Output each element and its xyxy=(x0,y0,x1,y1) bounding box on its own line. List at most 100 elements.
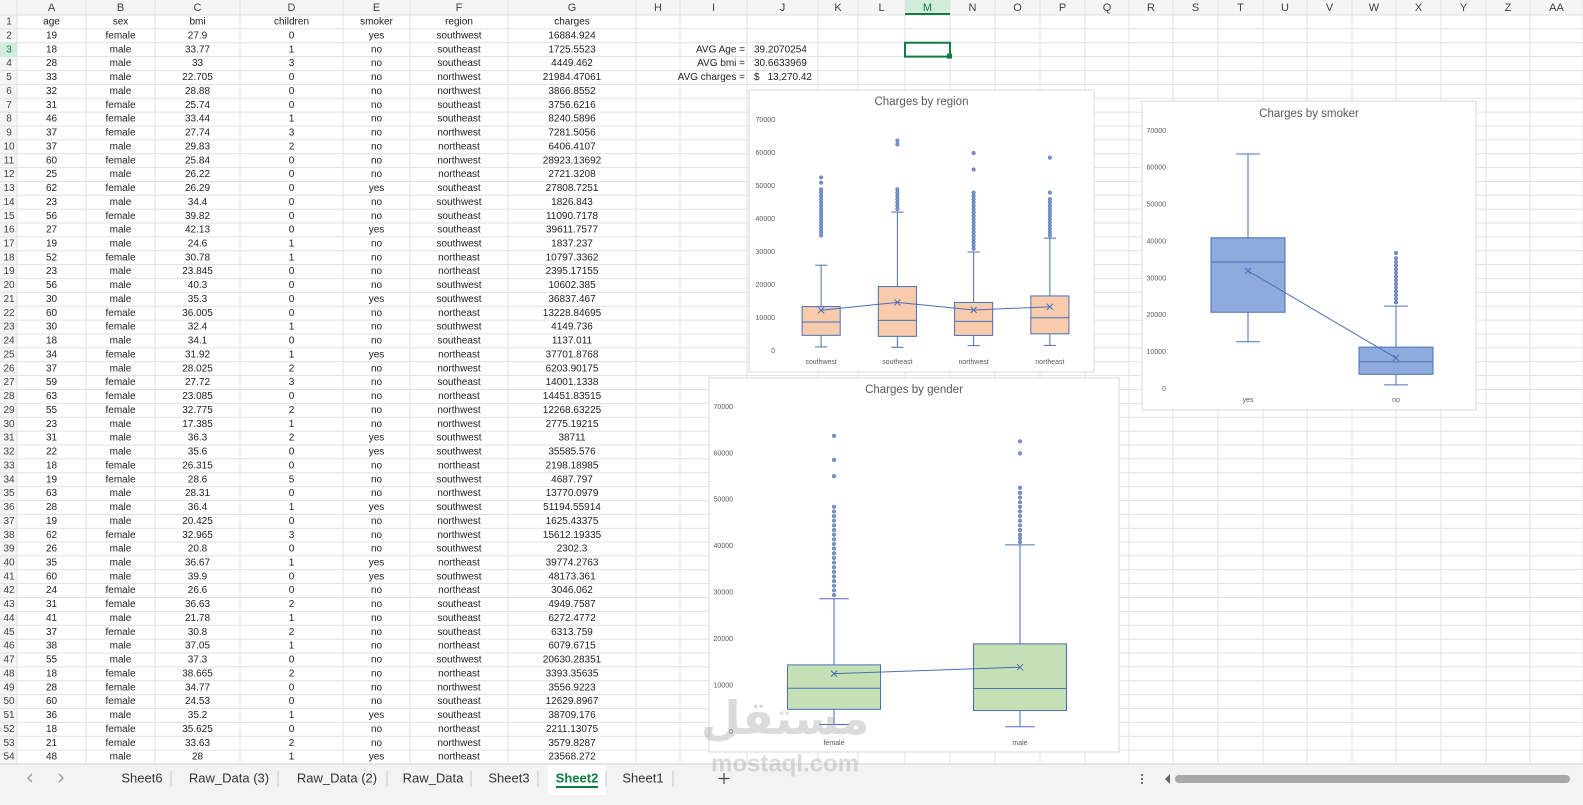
table-cell[interactable]: 23 xyxy=(46,197,58,208)
table-cell[interactable]: southeast xyxy=(437,44,481,55)
table-cell[interactable]: male xyxy=(110,294,132,305)
table-cell[interactable]: southwest xyxy=(436,502,481,513)
table-cell[interactable]: 28.88 xyxy=(185,86,210,97)
table-cell[interactable]: no xyxy=(371,641,383,652)
table-cell[interactable]: no xyxy=(371,44,383,55)
table-cell[interactable]: no xyxy=(371,155,383,166)
table-cell[interactable]: male xyxy=(110,363,132,374)
table-cell[interactable]: 39.82 xyxy=(185,211,210,222)
table-cell[interactable]: female xyxy=(105,405,135,416)
table-cell[interactable]: 0 xyxy=(289,155,295,166)
table-cell[interactable]: southeast xyxy=(437,58,481,69)
table-cell[interactable]: 34 xyxy=(46,349,58,360)
row-header[interactable]: 27 xyxy=(3,377,15,388)
row-header[interactable]: 10 xyxy=(3,141,15,152)
row-header[interactable]: 46 xyxy=(3,641,15,652)
table-cell[interactable]: 38.665 xyxy=(182,668,213,679)
table-cell[interactable]: 12629.8967 xyxy=(546,696,599,707)
table-cell[interactable]: southwest xyxy=(436,30,481,41)
table-cell[interactable]: 39611.7577 xyxy=(546,225,599,236)
column-header[interactable]: Y xyxy=(1460,2,1468,14)
table-cell[interactable]: no xyxy=(371,460,383,471)
table-cell[interactable]: male xyxy=(110,419,132,430)
row-header[interactable]: 41 xyxy=(3,571,15,582)
row-header[interactable]: 51 xyxy=(3,710,15,721)
row-header[interactable]: 9 xyxy=(6,128,12,139)
table-cell[interactable]: northeast xyxy=(438,460,480,471)
table-cell[interactable]: northwest xyxy=(437,128,481,139)
stat-label[interactable]: AVG charges = xyxy=(678,72,746,83)
table-cell[interactable]: male xyxy=(110,72,132,83)
table-cell[interactable]: 2 xyxy=(289,738,295,749)
table-cell[interactable]: 3866.8552 xyxy=(548,86,596,97)
table-cell[interactable]: 17.385 xyxy=(182,419,213,430)
table-cell[interactable]: female xyxy=(105,114,135,125)
table-cell[interactable]: no xyxy=(371,544,383,555)
chart[interactable]: Charges by smoker 0 10000 20000 30000 40000 50… xyxy=(1141,100,1477,411)
table-cell[interactable]: 19 xyxy=(46,474,58,485)
stat-value[interactable]: 39.2070254 xyxy=(754,44,807,55)
table-cell[interactable]: northwest xyxy=(437,405,481,416)
row-header[interactable]: 26 xyxy=(3,363,15,374)
table-cell[interactable]: 34.77 xyxy=(185,682,210,693)
table-cell[interactable]: male xyxy=(110,238,132,249)
table-cell[interactable]: 6272.4772 xyxy=(548,613,596,624)
column-header[interactable]: P xyxy=(1059,2,1066,14)
table-cell[interactable]: male xyxy=(110,516,132,527)
row-header[interactable]: 49 xyxy=(3,682,15,693)
row-header[interactable]: 17 xyxy=(3,238,15,249)
table-cell[interactable]: southeast xyxy=(437,183,481,194)
table-cell[interactable]: northwest xyxy=(437,738,481,749)
column-header[interactable]: R xyxy=(1147,2,1155,14)
table-header-cell[interactable]: smoker xyxy=(360,17,393,28)
table-cell[interactable]: 30 xyxy=(46,294,58,305)
table-cell[interactable]: no xyxy=(371,211,383,222)
table-cell[interactable]: female xyxy=(105,682,135,693)
table-cell[interactable]: 2 xyxy=(289,668,295,679)
table-cell[interactable]: southeast xyxy=(437,627,481,638)
table-cell[interactable]: southwest xyxy=(436,322,481,333)
table-cell[interactable]: 28 xyxy=(192,752,204,763)
table-cell[interactable]: no xyxy=(371,530,383,541)
table-cell[interactable]: 36.67 xyxy=(185,558,210,569)
column-header[interactable]: Z xyxy=(1505,2,1512,14)
table-cell[interactable]: male xyxy=(110,266,132,277)
table-cell[interactable]: 18 xyxy=(46,668,58,679)
table-cell[interactable]: 42.13 xyxy=(185,225,210,236)
table-cell[interactable]: 0 xyxy=(289,516,295,527)
table-cell[interactable]: northeast xyxy=(438,752,480,763)
table-cell[interactable]: 18 xyxy=(46,336,58,347)
table-cell[interactable]: 2211.13075 xyxy=(546,724,599,735)
table-cell[interactable]: 62 xyxy=(46,183,58,194)
table-cell[interactable]: 25.84 xyxy=(185,155,210,166)
table-cell[interactable]: 28923.13692 xyxy=(543,155,602,166)
column-header[interactable]: S xyxy=(1192,2,1199,14)
horizontal-scrollbar[interactable] xyxy=(1175,775,1570,783)
table-cell[interactable]: female xyxy=(105,183,135,194)
table-cell[interactable]: no xyxy=(371,100,383,111)
table-header-cell[interactable]: region xyxy=(445,17,473,28)
table-cell[interactable]: 28.31 xyxy=(185,488,210,499)
sheet-tab[interactable]: Sheet6 xyxy=(121,770,162,785)
table-cell[interactable]: 48 xyxy=(46,752,58,763)
table-cell[interactable]: male xyxy=(110,613,132,624)
table-cell[interactable]: 6406.4107 xyxy=(548,141,596,152)
table-cell[interactable]: 2775.19215 xyxy=(546,419,599,430)
column-header[interactable]: C xyxy=(194,2,202,14)
table-cell[interactable]: northwest xyxy=(437,155,481,166)
table-cell[interactable]: 0 xyxy=(289,100,295,111)
table-cell[interactable]: 3 xyxy=(289,58,295,69)
column-header[interactable]: L xyxy=(878,2,884,14)
table-cell[interactable]: northeast xyxy=(438,668,480,679)
scroll-left-button[interactable] xyxy=(1165,774,1170,784)
table-cell[interactable]: no xyxy=(371,280,383,291)
table-cell[interactable]: 23.085 xyxy=(182,391,213,402)
table-cell[interactable]: 2 xyxy=(289,627,295,638)
table-cell[interactable]: southwest xyxy=(436,655,481,666)
table-cell[interactable]: 2395.17155 xyxy=(546,266,599,277)
table-cell[interactable]: 20630.28351 xyxy=(543,655,602,666)
row-header[interactable]: 28 xyxy=(3,391,15,402)
table-cell[interactable]: 0 xyxy=(289,488,295,499)
fill-handle[interactable] xyxy=(947,53,952,59)
table-cell[interactable]: 3579.8287 xyxy=(548,738,596,749)
